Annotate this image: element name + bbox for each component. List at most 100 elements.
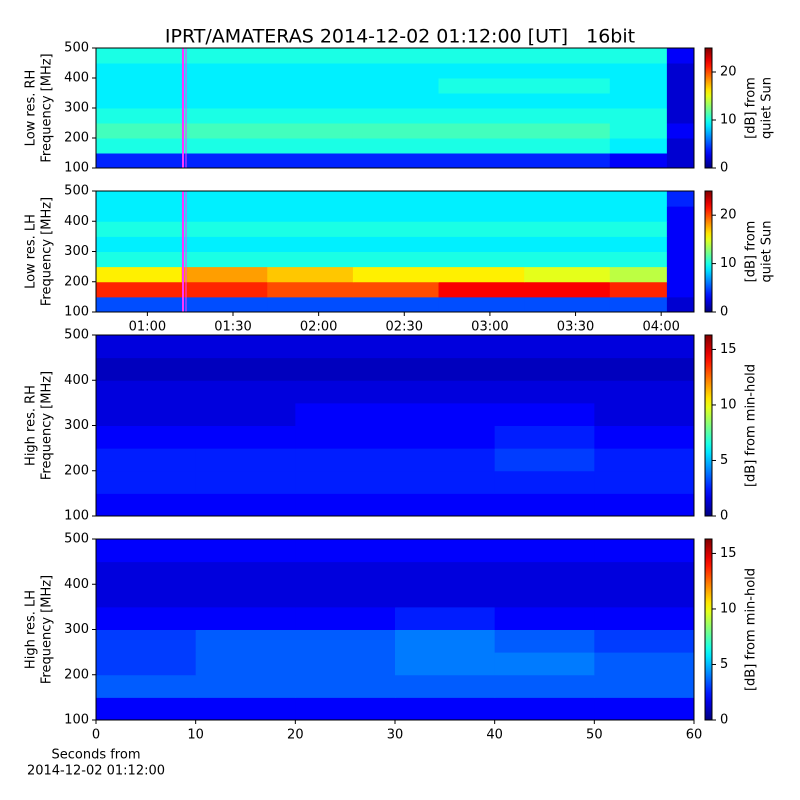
heatmap-cell	[666, 123, 695, 139]
colorbar-tick-label: 0	[720, 509, 728, 524]
x-tick-label: 03:00	[471, 320, 508, 335]
heatmap-cell	[594, 470, 695, 494]
x-axis-label: 2014-12-02 01:12:00	[27, 764, 165, 779]
heatmap-cell	[181, 138, 268, 154]
heatmap-cell	[524, 251, 611, 268]
heatmap-cell	[96, 335, 197, 359]
heatmap-cell	[494, 357, 595, 381]
heatmap-cell	[195, 335, 296, 359]
heatmap-cell	[438, 221, 525, 237]
heatmap-cell	[524, 236, 611, 252]
y-tick-label: 200	[64, 131, 89, 146]
heatmap-cell	[594, 448, 695, 472]
heatmap-cell	[96, 78, 183, 94]
heatmap-cell	[395, 335, 496, 359]
heatmap-cell	[494, 493, 595, 517]
colorbar-label: [dB] from min-hold	[744, 364, 759, 487]
heatmap-cell	[96, 236, 183, 252]
x-tick-label: 01:00	[129, 320, 166, 335]
heatmap-cell	[267, 266, 354, 283]
x-tick-label: 50	[586, 728, 603, 743]
heatmap-cell	[96, 251, 183, 268]
colorbar	[705, 48, 712, 168]
heatmap-cell	[181, 221, 268, 237]
heatmap-cell	[295, 561, 396, 585]
heatmap-cell	[96, 539, 197, 563]
heatmap-cell	[438, 123, 525, 139]
heatmap-cell	[594, 380, 695, 404]
heatmap-cell	[352, 206, 440, 222]
heatmap-cell	[524, 191, 611, 207]
heatmap-cell	[524, 221, 611, 237]
heatmap-cell	[96, 206, 183, 222]
figure-title: IPRT/AMATERAS 2014-12-02 01:12:00 [UT] 1…	[165, 26, 635, 48]
heatmap-cell	[267, 281, 354, 298]
heatmap-cell	[594, 629, 695, 653]
heatmap-cell	[352, 281, 440, 298]
y-tick-label: 100	[64, 713, 89, 728]
heatmap-cell	[181, 123, 268, 139]
colorbar-tick-label: 20	[720, 208, 737, 223]
heatmap-cell	[96, 281, 183, 298]
heatmap-cell	[96, 153, 183, 169]
heatmap-cell	[96, 493, 197, 517]
heatmap-cell	[438, 266, 525, 283]
heatmap-cell	[96, 697, 197, 721]
heatmap-cell	[395, 629, 496, 653]
heatmap-cell	[181, 63, 268, 79]
heatmap-cell	[524, 153, 611, 169]
heatmap-cell	[494, 629, 595, 653]
heatmap-cell	[395, 561, 496, 585]
heatmap-cell	[438, 93, 525, 109]
heatmap-cell	[594, 606, 695, 630]
x-axis-label: Seconds from	[51, 748, 140, 763]
heatmap-cell	[181, 108, 268, 124]
heatmap-cell	[96, 48, 183, 64]
heatmap-cell	[295, 697, 396, 721]
heatmap-cell	[96, 63, 183, 79]
heatmap-cell	[96, 123, 183, 139]
heatmap-cell	[438, 153, 525, 169]
heatmap-cell	[96, 380, 197, 404]
heatmap-cell	[438, 236, 525, 252]
heatmap-cell	[352, 221, 440, 237]
heatmap-cell	[524, 123, 611, 139]
y-tick-label: 400	[64, 577, 89, 592]
x-tick-label: 03:30	[557, 320, 594, 335]
heatmap-cell	[295, 539, 396, 563]
heatmap-cell	[195, 629, 296, 653]
heatmap-cell	[96, 674, 197, 698]
heatmap-cell	[352, 138, 440, 154]
heatmap-cell	[609, 153, 668, 169]
heatmap-cell	[352, 108, 440, 124]
heatmap-cell	[494, 425, 595, 449]
heatmap-cell	[395, 674, 496, 698]
heatmap-cell	[609, 206, 668, 222]
heatmap-cell	[267, 296, 354, 313]
heatmap-cell	[295, 606, 396, 630]
x-tick-label: 02:30	[386, 320, 423, 335]
heatmap-cell	[352, 78, 440, 94]
heatmap-cell	[666, 108, 695, 124]
heatmap-cell	[96, 448, 197, 472]
heatmap-cell	[609, 63, 668, 79]
heatmap-cell	[267, 206, 354, 222]
heatmap-cell	[666, 78, 695, 94]
x-tick-label: 60	[686, 728, 703, 743]
heatmap-cell	[267, 138, 354, 154]
heatmap-cell	[594, 402, 695, 426]
heatmap-cell	[494, 561, 595, 585]
heatmap-cell	[594, 539, 695, 563]
heatmap-cell	[96, 221, 183, 237]
heatmap-cell	[395, 493, 496, 517]
heatmap-cell	[181, 296, 268, 313]
colorbar-tick-label: 20	[720, 65, 737, 80]
y-tick-label: 300	[64, 622, 89, 637]
heatmap-cell	[267, 153, 354, 169]
heatmap-cell	[395, 584, 496, 608]
x-tick-label: 02:00	[300, 320, 337, 335]
heatmap-cell	[195, 448, 296, 472]
heatmap-cell	[494, 335, 595, 359]
y-tick-label: 500	[64, 184, 89, 199]
heatmap-cell	[494, 470, 595, 494]
